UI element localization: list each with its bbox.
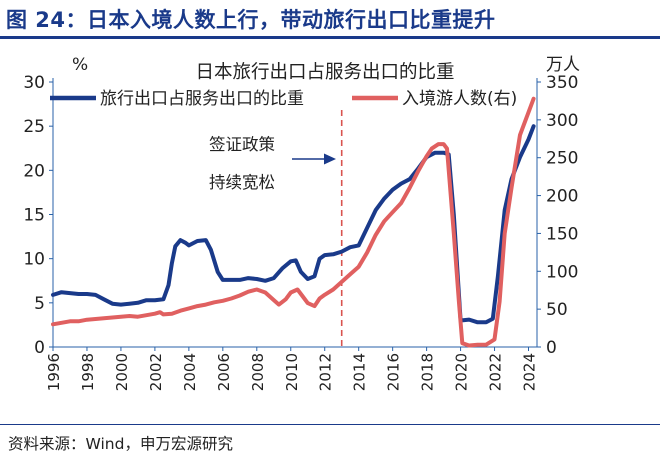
y-right-tick-label: 250	[546, 149, 578, 169]
x-tick-label: 2018	[419, 353, 437, 391]
legend-label-1: 旅行出口占服务出口的比重	[100, 89, 304, 109]
y-left-tick-label: 5	[34, 294, 45, 314]
x-tick-label: 2022	[487, 353, 505, 391]
title-rule	[0, 36, 660, 39]
source-note: 资料来源：Wind，申万宏源研究	[8, 435, 233, 453]
y-left-tick-label: 30	[23, 73, 45, 93]
x-tick-label: 2016	[385, 353, 403, 391]
y-left-tick-label: 10	[23, 250, 45, 270]
chart-title: 日本旅行出口占服务出口的比重	[195, 62, 454, 83]
x-tick-label: 2024	[521, 353, 539, 391]
y-right-tick-label: 0	[546, 338, 557, 358]
footer-rule	[0, 424, 660, 425]
y-right-tick-label: 350	[546, 73, 578, 93]
x-tick-label: 2010	[283, 353, 301, 391]
y-left-tick-label: 0	[34, 338, 45, 358]
y-right-tick-label: 100	[546, 262, 578, 282]
y-left-tick-label: 20	[23, 161, 45, 181]
y-right-tick-label: 300	[546, 111, 578, 131]
x-tick-label: 2020	[453, 353, 471, 391]
x-tick-label: 1998	[79, 353, 97, 391]
x-tick-label: 2000	[113, 353, 131, 391]
y-left-tick-label: 15	[23, 206, 45, 226]
annotation-arrow-head	[324, 153, 336, 165]
y-left-tick-label: 25	[23, 117, 45, 137]
x-tick-label: 2002	[147, 353, 165, 391]
right-unit-label: 万人	[546, 55, 580, 75]
annotation-line-1: 签证政策	[209, 135, 275, 154]
annotation-line-2: 持续宽松	[209, 173, 275, 192]
legend-label-2: 入境游人数(右)	[402, 89, 517, 109]
y-right-tick-label: 200	[546, 187, 578, 207]
x-tick-label: 2004	[181, 353, 199, 391]
x-tick-label: 2008	[249, 353, 267, 391]
left-unit-label: %	[72, 55, 88, 75]
x-tick-label: 2006	[215, 353, 233, 391]
series-inbound-visitors-line	[51, 96, 536, 348]
y-right-tick-label: 50	[546, 300, 568, 320]
x-tick-label: 2014	[351, 353, 369, 391]
figure-title: 图 24：日本入境人数上行，带动旅行出口比重提升	[6, 8, 496, 32]
y-right-tick-label: 150	[546, 224, 578, 244]
x-tick-label: 2012	[317, 353, 335, 391]
x-tick-label: 1996	[45, 353, 63, 391]
